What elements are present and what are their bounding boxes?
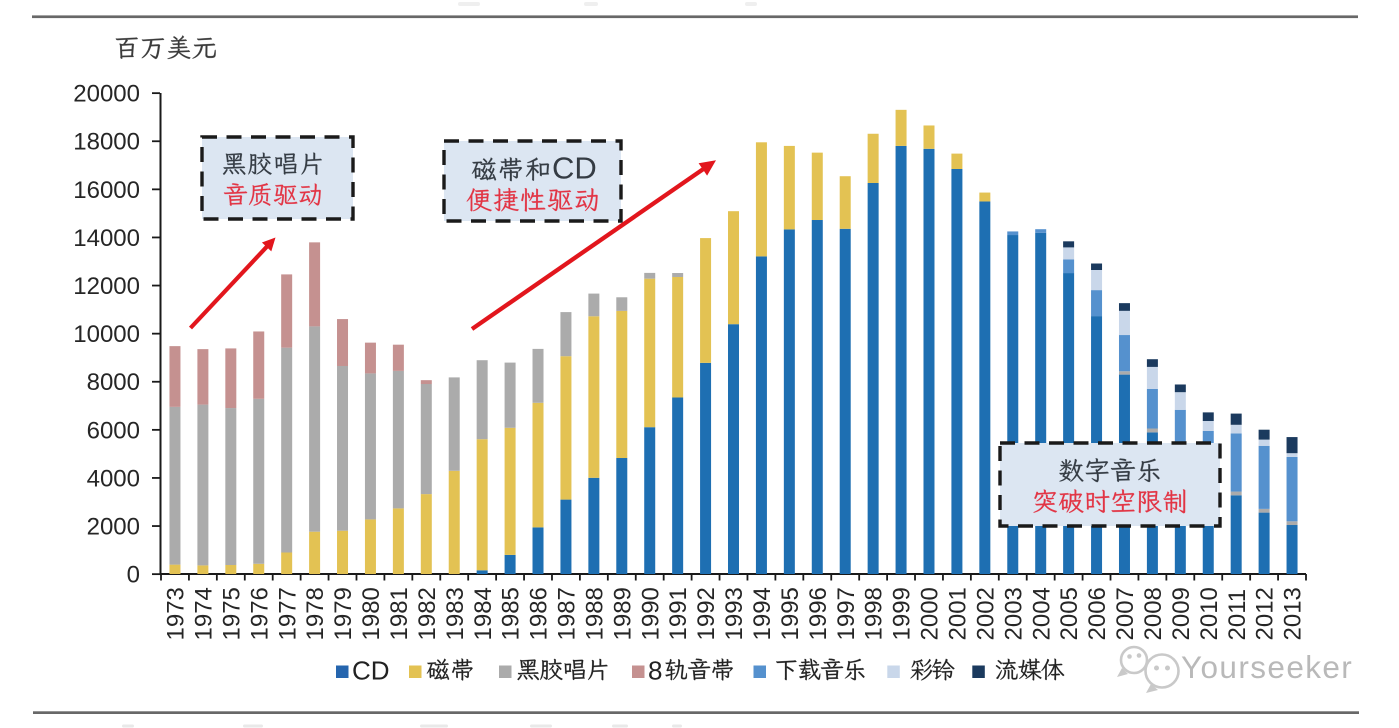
svg-text:1988: 1988 [582,587,609,640]
svg-text:1992: 1992 [693,587,720,640]
svg-text:0: 0 [127,562,140,589]
svg-text:1993: 1993 [721,587,748,640]
svg-text:1973: 1973 [163,587,190,640]
svg-text:1995: 1995 [777,587,804,640]
svg-text:2012: 2012 [1252,587,1279,640]
svg-text:2006: 2006 [1084,587,1111,640]
svg-text:1998: 1998 [861,587,888,640]
svg-text:1976: 1976 [246,587,273,640]
svg-text:8000: 8000 [87,369,140,396]
svg-text:1980: 1980 [358,587,385,640]
svg-text:12000: 12000 [73,273,140,300]
svg-text:1994: 1994 [749,587,776,640]
svg-text:2008: 2008 [1140,587,1167,640]
svg-text:1977: 1977 [274,587,301,640]
svg-text:1991: 1991 [665,587,692,640]
svg-text:CD: CD [352,656,390,686]
svg-text:2013: 2013 [1280,587,1307,640]
svg-text:10000: 10000 [73,321,140,348]
svg-text:2004: 2004 [1028,587,1055,640]
svg-text:2011: 2011 [1224,589,1251,641]
svg-text:1986: 1986 [526,587,553,640]
svg-text:2001: 2001 [945,587,972,640]
svg-text:20000: 20000 [73,81,140,108]
svg-text:2010: 2010 [1196,587,1223,640]
svg-text:2003: 2003 [1000,587,1027,640]
svg-text:1984: 1984 [470,587,497,640]
svg-text:4000: 4000 [87,465,140,492]
svg-text:2000: 2000 [917,587,944,640]
svg-text:1981: 1981 [386,587,413,640]
svg-text:1989: 1989 [609,587,636,640]
svg-text:6000: 6000 [87,417,140,444]
svg-text:1975: 1975 [218,587,245,640]
svg-text:1999: 1999 [889,587,916,640]
svg-text:1982: 1982 [414,587,441,640]
svg-text:1996: 1996 [805,587,832,640]
svg-text:1983: 1983 [442,587,469,640]
svg-text:16000: 16000 [73,177,140,204]
svg-text:Yourseeker: Yourseeker [1181,649,1353,685]
svg-text:1987: 1987 [554,587,581,640]
svg-text:2009: 2009 [1168,587,1195,640]
svg-text:1978: 1978 [302,587,329,640]
svg-text:2002: 2002 [972,587,999,640]
svg-text:1990: 1990 [637,587,664,640]
svg-text:2007: 2007 [1112,587,1139,640]
svg-text:2000: 2000 [87,514,140,541]
svg-text:1985: 1985 [498,587,525,640]
svg-text:CD: CD [552,151,597,186]
svg-text:14000: 14000 [73,225,140,252]
svg-text:8: 8 [648,656,662,686]
svg-text:1974: 1974 [191,587,218,640]
svg-text:1997: 1997 [833,587,860,640]
svg-text:18000: 18000 [73,129,140,156]
svg-text:1979: 1979 [330,587,357,640]
svg-text:2005: 2005 [1056,587,1083,640]
